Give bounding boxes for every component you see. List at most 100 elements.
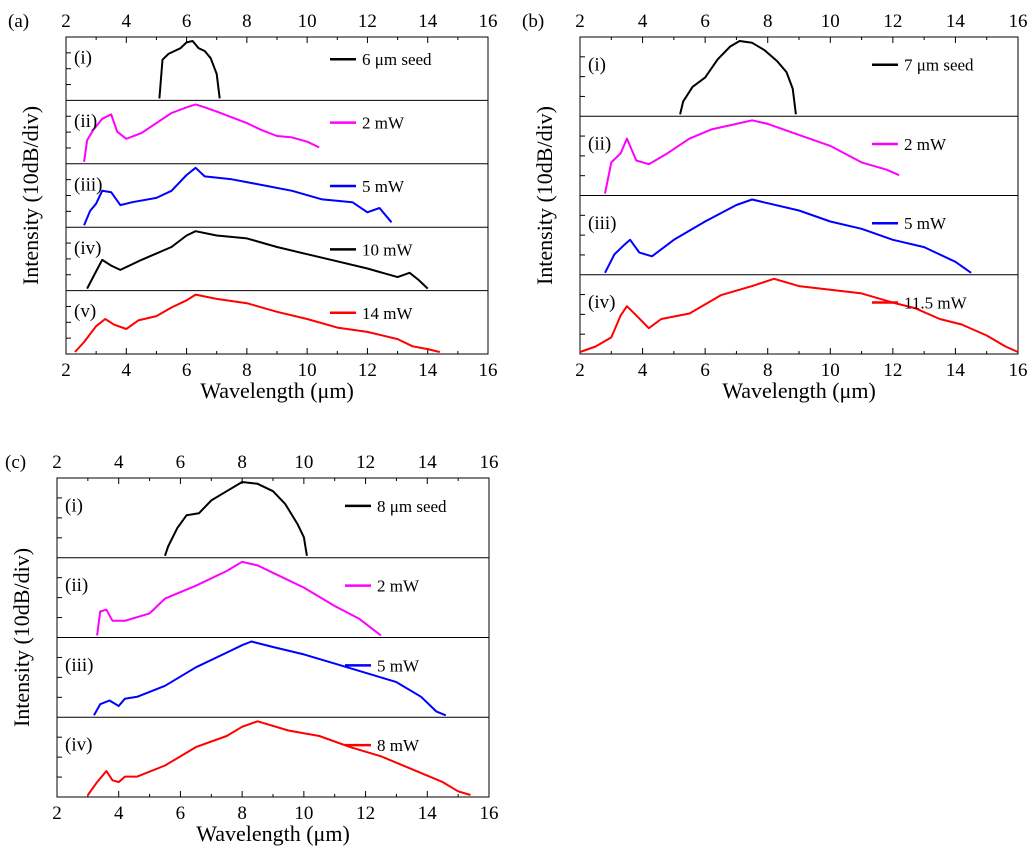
legend-label: 6 μm seed <box>362 50 432 69</box>
x-tick-label-top: 4 <box>114 452 124 473</box>
x-tick-label: 2 <box>61 360 71 381</box>
x-tick-label: 4 <box>638 360 648 381</box>
panel-b: 2 2 4 4 6 6 8 8 10 10 12 12 14 14 16 16 (b) Wavelength (μ… <box>522 11 1028 403</box>
series-tag: (v) <box>74 301 96 322</box>
legend-label: 8 mW <box>377 736 420 755</box>
legend-label: 8 μm seed <box>377 497 447 516</box>
x-tick-label-top: 4 <box>638 11 648 32</box>
x-tick-label: 16 <box>480 803 499 824</box>
legend-label: 5 mW <box>904 214 947 233</box>
plot-frame <box>65 36 489 355</box>
x-tick-label-top: 14 <box>418 11 438 32</box>
panel-label: (b) <box>522 11 544 32</box>
x-tick-label-top: 12 <box>883 11 902 32</box>
x-tick-label-top: 6 <box>700 11 710 32</box>
series-line <box>86 230 429 290</box>
x-tick-label-top: 16 <box>479 11 498 32</box>
panel-a: 2 2 4 4 6 6 8 8 10 10 12 12 14 14 16 16 (a) Wavelength (μ… <box>8 11 498 403</box>
x-tick-label: 16 <box>479 360 498 381</box>
series-line <box>158 40 221 99</box>
panel-label: (a) <box>8 11 29 32</box>
x-tick-label-top: 8 <box>763 11 773 32</box>
series-tag: (ii) <box>588 134 611 155</box>
x-tick-label-top: 2 <box>52 452 62 473</box>
x-axis-label: Wavelength (μm) <box>196 821 350 846</box>
x-tick-label: 8 <box>242 360 252 381</box>
series-line <box>604 119 900 194</box>
x-tick-label: 2 <box>52 803 62 824</box>
x-tick-label: 2 <box>575 360 585 381</box>
series-tag: (i) <box>74 48 92 69</box>
x-tick-label: 4 <box>122 360 132 381</box>
series-tag: (iii) <box>65 655 94 676</box>
x-tick-label: 14 <box>418 803 438 824</box>
series-line <box>87 720 471 796</box>
x-tick-label: 12 <box>356 803 375 824</box>
series-tag: (ii) <box>74 111 97 132</box>
x-tick-label-top: 10 <box>298 11 317 32</box>
series-tag: (i) <box>65 495 83 516</box>
x-tick-label-top: 16 <box>480 452 499 473</box>
series-tag: (ii) <box>65 575 88 596</box>
y-axis-label: Intensity (10dB/div) <box>9 548 34 727</box>
y-axis-label: Intensity (10dB/div) <box>18 106 43 285</box>
x-tick-label-top: 12 <box>358 11 377 32</box>
x-tick-label-top: 8 <box>242 11 252 32</box>
series-line <box>579 277 1019 353</box>
legend-label: 2 mW <box>362 114 405 133</box>
legend-label: 7 μm seed <box>904 56 974 75</box>
series-line <box>604 198 972 274</box>
x-tick-label: 6 <box>700 360 710 381</box>
series-line <box>74 293 441 353</box>
legend-label: 14 mW <box>362 304 413 323</box>
x-tick-label: 10 <box>294 803 313 824</box>
legend-label: 5 mW <box>362 177 405 196</box>
series-tag: (i) <box>588 54 606 75</box>
x-tick-label: 6 <box>182 360 192 381</box>
y-axis-label: Intensity (10dB/div) <box>532 106 557 285</box>
x-tick-label-top: 4 <box>122 11 132 32</box>
x-tick-label-top: 6 <box>182 11 192 32</box>
series-tag: (iii) <box>588 213 617 234</box>
legend-label: 2 mW <box>377 577 420 596</box>
x-tick-label: 12 <box>358 360 377 381</box>
x-tick-label-top: 2 <box>61 11 71 32</box>
x-tick-label: 14 <box>946 360 966 381</box>
x-tick-label: 10 <box>821 360 840 381</box>
x-tick-label: 14 <box>418 360 438 381</box>
series-tag: (iv) <box>74 238 101 259</box>
series-line <box>96 560 382 637</box>
legend-label: 10 mW <box>362 240 413 259</box>
x-tick-label-top: 2 <box>575 11 585 32</box>
x-tick-label-top: 6 <box>176 452 186 473</box>
x-tick-label: 8 <box>763 360 773 381</box>
legend-label: 2 mW <box>904 135 947 154</box>
series-line <box>93 640 447 717</box>
x-tick-label-top: 12 <box>356 452 375 473</box>
legend-label: 11.5 mW <box>904 293 968 312</box>
x-tick-label: 4 <box>114 803 124 824</box>
x-tick-label-top: 8 <box>237 452 247 473</box>
x-tick-label-top: 14 <box>946 11 966 32</box>
x-tick-label: 6 <box>176 803 186 824</box>
x-tick-label: 10 <box>298 360 317 381</box>
series-line <box>83 166 393 226</box>
series-line <box>83 103 320 162</box>
x-tick-label: 16 <box>1009 360 1028 381</box>
x-tick-label-top: 14 <box>418 452 438 473</box>
x-tick-label-top: 10 <box>821 11 840 32</box>
x-tick-label-top: 10 <box>294 452 313 473</box>
x-axis-label: Wavelength (μm) <box>200 378 354 403</box>
panel-c: 2 2 4 4 6 6 8 8 10 10 12 12 14 14 16 16 (c) Wavelength (μ… <box>5 452 499 846</box>
series-tag: (iv) <box>588 292 615 313</box>
x-tick-label: 12 <box>883 360 902 381</box>
series-tag: (iii) <box>74 174 103 195</box>
x-tick-label: 8 <box>237 803 247 824</box>
x-axis-label: Wavelength (μm) <box>722 378 876 403</box>
x-tick-label-top: 16 <box>1009 11 1028 32</box>
series-line <box>164 481 308 557</box>
panel-label: (c) <box>5 452 26 473</box>
series-line <box>679 40 797 115</box>
series-tag: (iv) <box>65 735 92 756</box>
